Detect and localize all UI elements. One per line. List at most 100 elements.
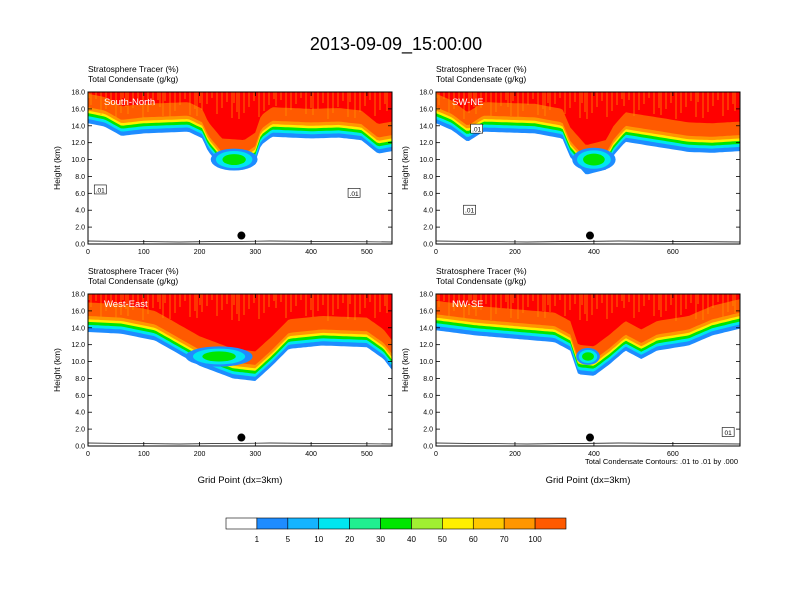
y-tick-label: 0.0	[423, 444, 433, 451]
panels-group: .01 .01 0.0 2.0 4.0 6.0 8.0 10.0 12.0 14.0 16.0 18.…	[52, 64, 741, 486]
contour-label: .01	[96, 187, 105, 194]
y-axis-label: Height (km)	[400, 146, 410, 190]
cloud-lobe-2	[582, 352, 594, 361]
colorbar-cell	[349, 517, 381, 530]
y-tick-label: 18.0	[71, 90, 85, 97]
y-tick-label: 6.0	[423, 191, 433, 198]
x-tick-label: 300	[249, 249, 261, 256]
tracer-field	[436, 92, 740, 244]
y-tick-label: 10.0	[71, 359, 85, 366]
colorbar-label: 70	[500, 535, 509, 544]
panel-subtitle: Total Condensate (g/kg)	[436, 74, 526, 84]
panel-subtitle: Total Condensate (g/kg)	[436, 276, 526, 286]
condensate-contour	[88, 442, 392, 445]
colorbar-label: 50	[438, 535, 447, 544]
y-tick-label: 2.0	[75, 225, 85, 232]
x-tick-label: 200	[509, 451, 521, 458]
plot-frame	[87, 91, 393, 245]
colorbar-label: 10	[314, 535, 323, 544]
y-tick-label: 8.0	[75, 376, 85, 383]
y-tick-label: 6.0	[423, 393, 433, 400]
tracer-field	[88, 92, 392, 244]
colorbar-cell	[256, 517, 289, 530]
contour-label: .01	[465, 208, 474, 215]
colorbar-cell	[503, 517, 536, 530]
y-tick-label: 2.0	[75, 427, 85, 434]
x-tick-label: 200	[194, 249, 206, 256]
y-tick-label: 14.0	[71, 123, 85, 130]
y-tick-label: 14.0	[419, 123, 433, 130]
location-marker	[585, 433, 594, 442]
contour-footnote: Total Condensate Contours: .01 to .01 by…	[585, 457, 738, 466]
plot-frame	[435, 293, 741, 447]
panel-subtitle: Total Condensate (g/kg)	[88, 276, 178, 286]
x-tick-label: 0	[434, 249, 438, 256]
tracer-band-6	[436, 92, 740, 145]
panel-subtitle: Stratosphere Tracer (%)	[436, 266, 527, 276]
y-tick-label: 2.0	[423, 427, 433, 434]
contour-label: 01	[725, 430, 733, 437]
colorbar-cell	[318, 517, 350, 530]
y-tick-label: 0.0	[423, 242, 433, 249]
y-tick-label: 10.0	[419, 157, 433, 164]
panel-label: West-East	[104, 299, 148, 310]
condensate-contour	[436, 442, 740, 445]
colorbar-cell	[380, 517, 412, 530]
stratosphere-streaks	[88, 294, 388, 321]
y-tick-label: 6.0	[75, 191, 85, 198]
location-marker	[237, 231, 246, 240]
x-tick-label: 200	[194, 451, 206, 458]
panel-subtitle: Stratosphere Tracer (%)	[88, 266, 179, 276]
y-tick-label: 2.0	[423, 225, 433, 232]
colorbar-label: 1	[255, 535, 260, 544]
y-tick-label: 12.0	[71, 140, 85, 147]
figure-title: 2013-09-09_15:00:00	[310, 34, 482, 55]
panel-subtitle: Stratosphere Tracer (%)	[436, 64, 527, 74]
y-tick-label: 16.0	[419, 106, 433, 113]
colorbar-cell	[534, 517, 567, 530]
cloud-lobe-2	[222, 154, 246, 166]
x-tick-label: 0	[86, 249, 90, 256]
y-tick-label: 12.0	[419, 140, 433, 147]
y-tick-label: 4.0	[423, 410, 433, 417]
contour-label-box	[463, 204, 476, 215]
tracer-band-6	[88, 92, 392, 140]
colorbar-label: 5	[286, 535, 291, 544]
panel-subtitle: Stratosphere Tracer (%)	[88, 64, 179, 74]
y-tick-label: 4.0	[423, 208, 433, 215]
tracer-band-6	[436, 294, 740, 347]
plot-frame	[435, 91, 741, 245]
x-tick-label: 0	[434, 451, 438, 458]
y-tick-label: 14.0	[71, 325, 85, 332]
y-tick-label: 8.0	[423, 174, 433, 181]
colorbar-cell	[411, 517, 443, 530]
colorbar-cell	[472, 517, 505, 530]
contour-label-box	[347, 188, 361, 198]
colorbar-label: 100	[528, 535, 542, 544]
contour-label-box	[721, 427, 735, 437]
y-tick-label: 4.0	[75, 208, 85, 215]
tracer-band-6	[88, 294, 392, 352]
contour-label: .01	[350, 191, 359, 198]
tracer-field	[88, 294, 392, 446]
condensate-contour	[436, 240, 740, 243]
y-tick-label: 0.0	[75, 242, 85, 249]
y-tick-label: 12.0	[419, 342, 433, 349]
colorbar-cell	[225, 517, 258, 530]
panel-nw-se: 01 0.0 2.0 4.0 6.0 8.0 10.0 12.0 14.0 16.0 18.0 0 20…	[400, 266, 741, 486]
panel-subtitle: Total Condensate (g/kg)	[88, 74, 178, 84]
panel-label: South-North	[104, 97, 155, 108]
y-tick-label: 8.0	[75, 174, 85, 181]
colorbar-cell	[287, 517, 320, 530]
panel-sw-ne: .01 .01 0.0 2.0 4.0 6.0 8.0 10.0 12.0 14.0 16.0 18.…	[400, 64, 741, 256]
y-tick-label: 4.0	[75, 410, 85, 417]
stratosphere-streaks	[88, 92, 388, 119]
y-tick-label: 18.0	[419, 292, 433, 299]
panel-label: NW-SE	[452, 299, 484, 310]
contour-label-box	[93, 184, 107, 195]
y-tick-label: 10.0	[419, 359, 433, 366]
x-tick-label: 400	[305, 451, 317, 458]
x-tick-label: 400	[588, 451, 600, 458]
location-marker	[237, 433, 246, 442]
